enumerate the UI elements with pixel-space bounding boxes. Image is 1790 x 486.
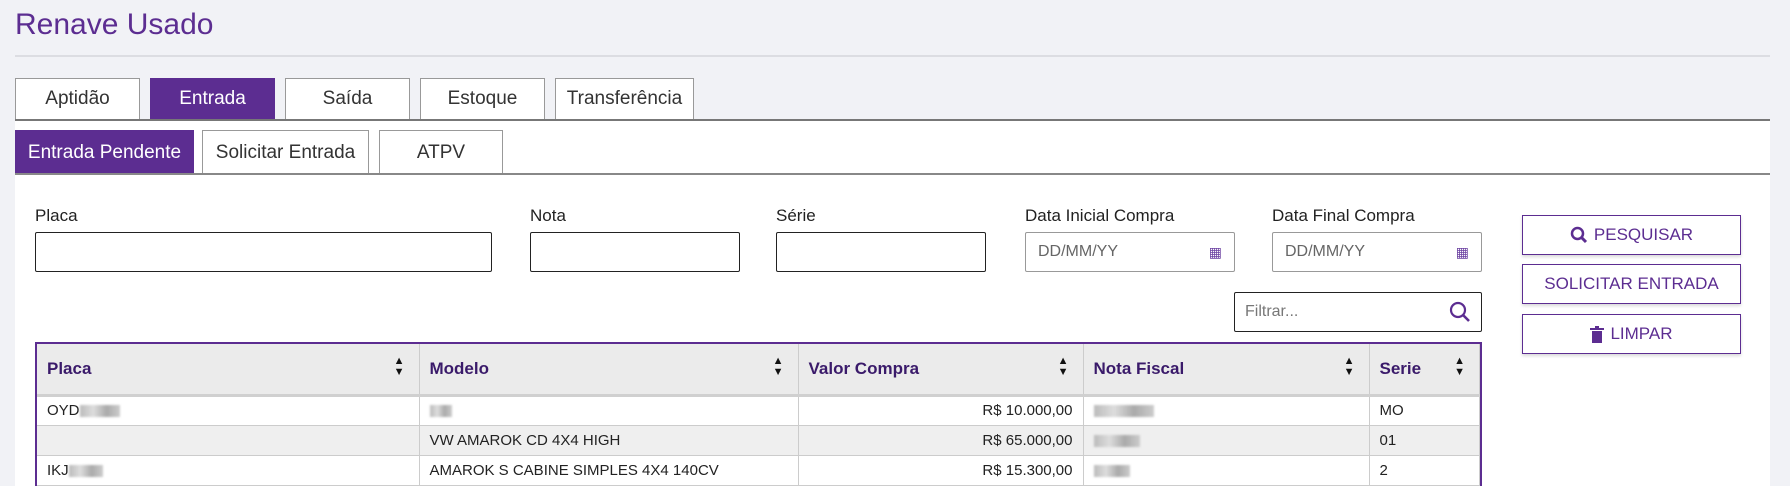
tab-entrada[interactable]: Entrada [150, 78, 275, 119]
cell-valor: R$ 65.000,00 [798, 425, 1084, 456]
sort-icon[interactable]: ▲ ▼ [772, 355, 784, 378]
sort-icon[interactable]: ▲ ▼ [1343, 355, 1355, 378]
column-header-valor-compra[interactable]: Valor Compra ▲ ▼ [798, 344, 1084, 397]
subtab-atpv[interactable]: ATPV [379, 130, 503, 174]
limpar-button[interactable]: LIMPAR [1522, 314, 1741, 354]
nota-label: Nota [530, 206, 566, 225]
cell-placa: OYD [37, 395, 420, 426]
cell-serie: MO [1369, 395, 1480, 426]
calendar-icon[interactable]: ▦ [1455, 243, 1469, 260]
tab-estoque[interactable]: Estoque [420, 78, 545, 119]
sort-icon[interactable]: ▲ ▼ [1454, 355, 1465, 378]
column-header-serie[interactable]: Serie ▲ ▼ [1369, 344, 1480, 397]
nota-input[interactable] [530, 232, 740, 272]
data-final-label: Data Final Compra [1272, 206, 1415, 225]
subtab-entrada-pendente[interactable]: Entrada Pendente [15, 130, 194, 174]
data-inicial-label: Data Inicial Compra [1025, 206, 1175, 225]
cell-nota [1083, 455, 1370, 486]
cell-valor: R$ 10.000,00 [798, 395, 1084, 426]
pesquisar-label: PESQUISAR [1593, 225, 1694, 244]
table-row[interactable]: IKJ AMAROK S CABINE SIMPLES 4X4 140CV R$… [37, 455, 1480, 486]
divider [15, 173, 1770, 175]
limpar-label: LIMPAR [1610, 324, 1673, 343]
filter-placeholder: Filtrar... [1245, 303, 1299, 320]
serie-input[interactable] [776, 232, 986, 272]
solicitar-entrada-button[interactable]: SOLICITAR ENTRADA [1522, 264, 1741, 304]
pesquisar-button[interactable]: PESQUISAR [1522, 215, 1741, 255]
page-title: Renave Usado [15, 8, 214, 41]
calendar-icon[interactable]: ▦ [1208, 243, 1222, 260]
cell-modelo [419, 395, 799, 426]
trash-icon [1590, 325, 1605, 343]
cell-serie: 2 [1369, 455, 1480, 486]
cell-placa: IKJ [37, 455, 420, 486]
column-header-placa[interactable]: Placa ▲ ▼ [37, 344, 420, 397]
table-row[interactable]: VW AMAROK CD 4X4 HIGH R$ 65.000,00 01 [37, 425, 1480, 456]
cell-serie: 01 [1369, 425, 1480, 456]
date-placeholder: DD/MM/YY [1285, 243, 1365, 260]
filter-input[interactable]: Filtrar... [1234, 292, 1482, 332]
cell-modelo: VW AMAROK CD 4X4 HIGH [419, 425, 799, 456]
data-inicial-input[interactable]: DD/MM/YY ▦ [1025, 232, 1235, 272]
cell-nota [1083, 425, 1370, 456]
cell-modelo: AMAROK S CABINE SIMPLES 4X4 140CV [419, 455, 799, 486]
data-final-input[interactable]: DD/MM/YY ▦ [1272, 232, 1482, 272]
date-placeholder: DD/MM/YY [1038, 243, 1118, 260]
tab-transferencia[interactable]: Transferência [555, 78, 694, 119]
cell-valor: R$ 15.300,00 [798, 455, 1084, 486]
placa-label: Placa [35, 206, 78, 225]
tab-aptidao[interactable]: Aptidão [15, 78, 140, 119]
column-header-nota-fiscal[interactable]: Nota Fiscal ▲ ▼ [1083, 344, 1370, 397]
search-icon [1570, 226, 1587, 244]
placa-input[interactable] [35, 232, 492, 272]
table-row[interactable]: OYD R$ 10.000,00 MO [37, 395, 1480, 426]
sort-icon[interactable]: ▲ ▼ [1057, 355, 1069, 378]
column-header-modelo[interactable]: Modelo ▲ ▼ [419, 344, 799, 397]
serie-label: Série [776, 206, 816, 225]
results-table: Placa ▲ ▼ Modelo ▲ ▼ Valor Compra ▲ ▼ Nota Fis… [35, 342, 1482, 486]
subtab-solicitar-entrada[interactable]: Solicitar Entrada [202, 130, 369, 174]
cell-nota [1083, 395, 1370, 426]
cell-placa [37, 425, 420, 456]
divider [15, 55, 1770, 57]
search-icon[interactable] [1449, 301, 1471, 323]
tab-saida[interactable]: Saída [285, 78, 410, 119]
sort-icon[interactable]: ▲ ▼ [393, 355, 405, 378]
solicitar-label: SOLICITAR ENTRADA [1544, 274, 1719, 293]
